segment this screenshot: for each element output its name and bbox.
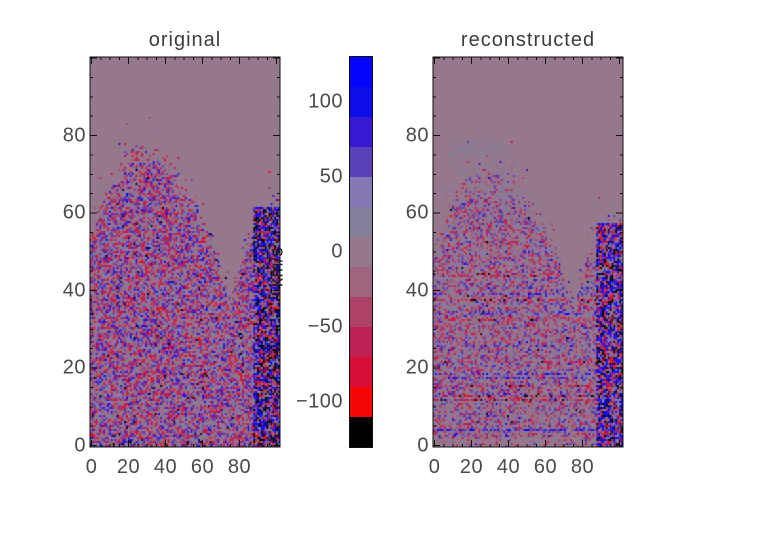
colorbar xyxy=(349,56,373,448)
y-tick-label: 80 xyxy=(62,124,86,146)
colorbar-band xyxy=(350,387,372,417)
left-panel-title: original xyxy=(148,29,222,51)
y-tick-label: 60 xyxy=(62,201,86,224)
colorbar-band xyxy=(350,177,372,207)
colorbar-tick-label: 0 xyxy=(331,240,343,263)
colorbar-band xyxy=(350,57,372,87)
y-tick-label: 0 xyxy=(417,434,429,456)
colorbar-tick-label: 50 xyxy=(319,165,343,188)
colorbar-tick-label: −50 xyxy=(307,315,343,338)
y-tick-label: 20 xyxy=(62,356,86,379)
x-tick-label: 0 xyxy=(428,456,441,478)
y-tick-label: 0 xyxy=(74,434,86,456)
colorbar-band xyxy=(350,237,372,267)
colorbar-band xyxy=(350,297,372,327)
y-tick-label: 20 xyxy=(405,356,429,379)
colorbar-band xyxy=(350,147,372,177)
left-panel-axes-frame xyxy=(89,56,281,448)
colorbar-band xyxy=(350,417,372,447)
colorbar-tick-label: 100 xyxy=(308,90,343,113)
original-heatmap-canvas xyxy=(90,57,280,447)
reconstructed-heatmap-canvas xyxy=(433,57,623,447)
colorbar-band xyxy=(350,207,372,237)
colorbar-band xyxy=(350,87,372,117)
y-tick-label: 80 xyxy=(405,124,429,146)
x-tick-label: 40 xyxy=(496,456,521,478)
x-tick-label: 80 xyxy=(570,456,595,478)
y-tick-label: 40 xyxy=(405,279,429,301)
colorbar-band xyxy=(350,327,372,357)
colorbar-unit-label: km/s xyxy=(266,247,287,287)
colorbar-tick-label: −100 xyxy=(295,390,343,413)
x-tick-label: 20 xyxy=(459,456,484,478)
right-panel-title: reconstructed xyxy=(460,29,596,51)
x-tick-label: 40 xyxy=(153,456,178,478)
x-tick-label: 0 xyxy=(85,456,98,478)
x-tick-label: 60 xyxy=(190,456,215,478)
x-tick-label: 20 xyxy=(116,456,141,478)
x-tick-label: 80 xyxy=(227,456,252,478)
x-tick-label: 60 xyxy=(533,456,558,478)
right-panel-axes-frame xyxy=(432,56,624,448)
y-tick-label: 60 xyxy=(405,201,429,224)
colorbar-band xyxy=(350,117,372,147)
colorbar-band xyxy=(350,357,372,387)
colorbar-band xyxy=(350,267,372,297)
y-tick-label: 40 xyxy=(62,279,86,301)
